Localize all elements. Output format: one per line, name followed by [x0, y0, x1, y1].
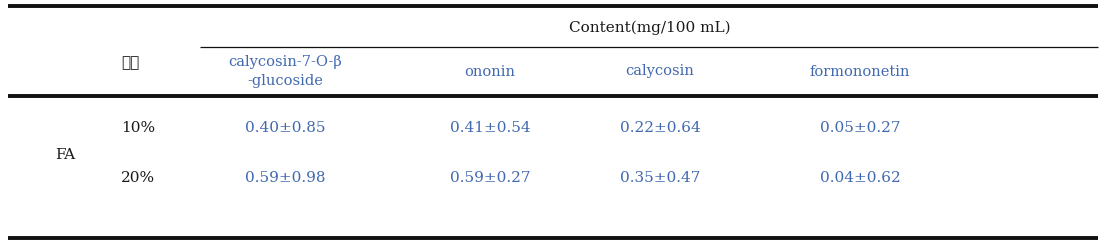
Text: 식혈: 식혈 — [121, 56, 139, 70]
Text: 10%: 10% — [121, 121, 155, 135]
Text: 0.22±0.64: 0.22±0.64 — [619, 121, 700, 135]
Text: 0.41±0.54: 0.41±0.54 — [450, 121, 530, 135]
Text: formononetin: formononetin — [810, 64, 910, 78]
Text: 20%: 20% — [121, 171, 155, 185]
Text: 0.35±0.47: 0.35±0.47 — [619, 171, 700, 185]
Text: 0.59±0.98: 0.59±0.98 — [244, 171, 325, 185]
Text: 0.05±0.27: 0.05±0.27 — [820, 121, 900, 135]
Text: calycosin: calycosin — [626, 64, 695, 78]
Text: 0.40±0.85: 0.40±0.85 — [244, 121, 325, 135]
Text: 0.04±0.62: 0.04±0.62 — [820, 171, 900, 185]
Text: calycosin-7-O-β
-glucoside: calycosin-7-O-β -glucoside — [228, 55, 342, 88]
Text: Content(mg/100 mL): Content(mg/100 mL) — [570, 21, 731, 35]
Text: 0.59±0.27: 0.59±0.27 — [450, 171, 530, 185]
Text: ononin: ononin — [465, 64, 515, 78]
Text: FA: FA — [55, 148, 75, 162]
